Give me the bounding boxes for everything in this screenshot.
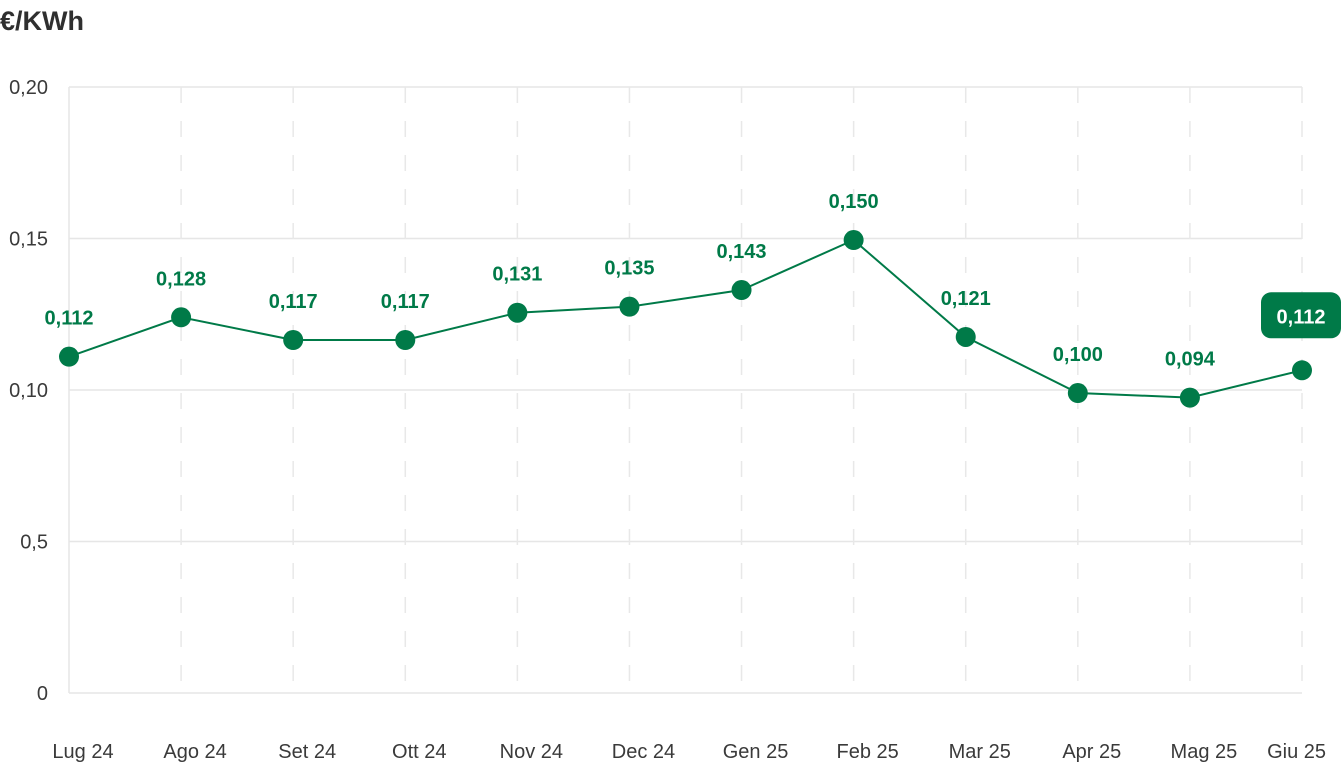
y-tick-label: 0,10 (9, 380, 48, 402)
data-labels: 0,112 0,128 0,117 0,117 0,131 0,135 0,143 0,150… (45, 191, 1341, 371)
data-label-highlighted: 0,112 (1277, 306, 1326, 328)
data-label: 0,135 (604, 258, 654, 280)
data-point (1067, 383, 1088, 404)
data-label: 0,121 (941, 288, 991, 310)
data-point (1179, 387, 1200, 408)
data-label: 0,094 (1165, 349, 1216, 371)
data-point (171, 307, 192, 328)
y-axis-ticks: 0 0,5 0,10 0,15 0,20 (9, 77, 48, 705)
x-tick-label: Ago 24 (163, 741, 226, 763)
x-tick-label: Nov 24 (500, 741, 563, 763)
x-tick-label: Lug 24 (52, 741, 113, 763)
x-axis-ticks: Lug 24 Ago 24 Set 24 Ott 24 Nov 24 Dec 24 Gen … (52, 741, 1326, 763)
x-tick-label: Apr 25 (1062, 741, 1121, 763)
series-line-group (59, 230, 1312, 408)
data-label: 0,112 (45, 308, 94, 330)
x-tick-label: Gen 25 (723, 741, 789, 763)
x-tick-label: Dec 24 (612, 741, 675, 763)
series-line (68, 238, 1303, 399)
data-point (955, 326, 976, 347)
data-point (731, 280, 752, 301)
y-tick-label: 0,5 (20, 532, 48, 554)
data-label: 0,117 (381, 291, 430, 313)
y-tick-label: 0 (37, 683, 48, 705)
data-label: 0,100 (1053, 344, 1103, 366)
data-label: 0,131 (492, 264, 542, 286)
data-point (283, 330, 304, 351)
y-tick-label: 0,15 (9, 229, 48, 251)
data-point (59, 346, 79, 367)
data-point (395, 330, 416, 351)
data-label: 0,128 (156, 268, 206, 290)
data-point (507, 302, 528, 323)
x-tick-label: Mag 25 (1171, 741, 1238, 763)
x-tick-label: Feb 25 (837, 741, 899, 763)
x-tick-label: Mar 25 (949, 741, 1011, 763)
data-point (1292, 360, 1312, 381)
data-point (843, 230, 864, 251)
data-point (619, 296, 640, 317)
data-label: 0,143 (717, 241, 767, 263)
data-label: 0,117 (269, 291, 318, 313)
grid-lines (68, 86, 1303, 694)
x-tick-label: Ott 24 (392, 741, 446, 763)
data-label: 0,150 (829, 191, 879, 213)
x-tick-label: Set 24 (278, 741, 336, 763)
x-tick-label: Giu 25 (1267, 741, 1326, 763)
y-tick-label: 0,20 (9, 77, 48, 99)
y-axis-unit-label: €/KWh (0, 6, 84, 36)
highlighted-label-badge (1261, 292, 1341, 339)
